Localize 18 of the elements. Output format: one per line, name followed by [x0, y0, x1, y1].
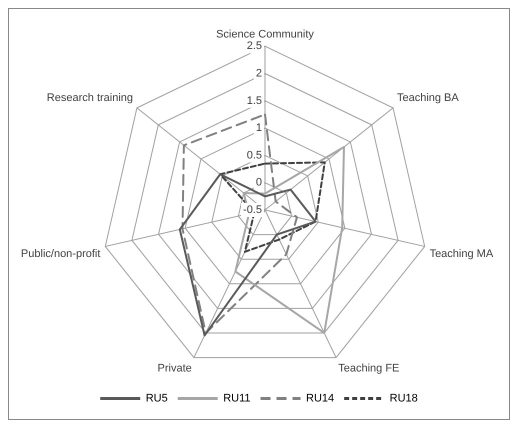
spoke-label: Science Community: [216, 28, 314, 41]
spoke-label: Public/non-profit: [20, 248, 100, 260]
y-tick-label: 2: [256, 68, 262, 80]
spoke-label: Private: [158, 362, 192, 375]
y-tick-label: -0.5: [243, 204, 262, 216]
y-tick-label: 2.5: [246, 40, 262, 52]
legend-label: RU5: [146, 392, 168, 405]
spoke-label: Teaching BA: [396, 92, 460, 104]
legend-label: RU11: [223, 392, 251, 405]
y-tick-label: 1.5: [246, 94, 262, 107]
y-tick-label: 0: [256, 176, 262, 189]
legend-label: RU14: [306, 392, 334, 405]
spoke-label: Teaching FE: [338, 362, 400, 375]
spoke-label: Teaching MA: [430, 248, 494, 260]
legend-label: RU18: [390, 392, 418, 405]
y-tick-label: 0.5: [246, 149, 262, 162]
y-tick-label: 1: [256, 122, 262, 134]
spoke-label: Research training: [46, 92, 134, 104]
